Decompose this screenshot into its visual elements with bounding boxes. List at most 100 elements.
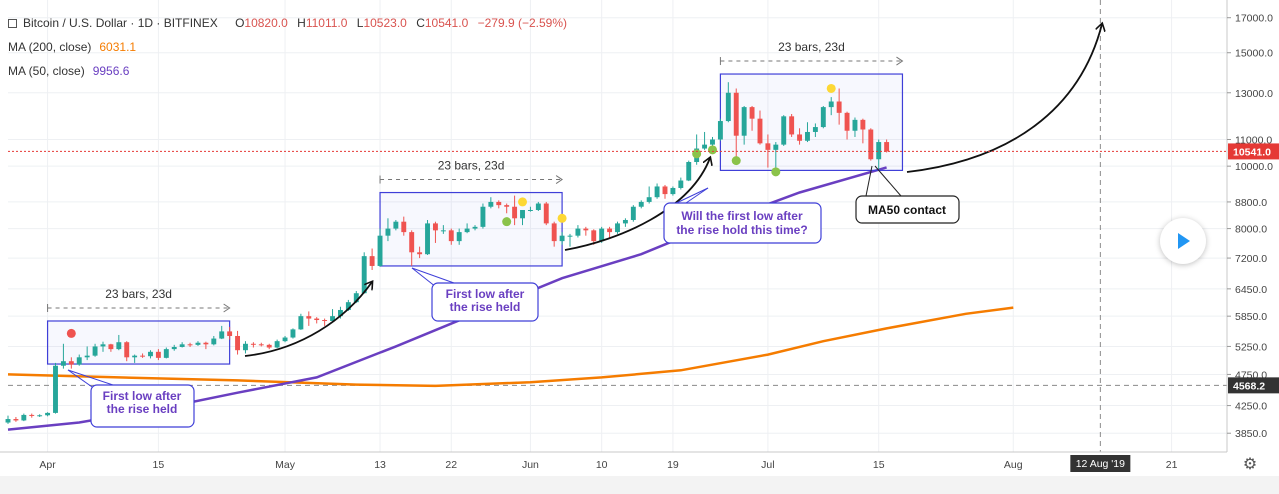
candle-body: [148, 351, 153, 357]
candle-body: [456, 232, 462, 242]
candle-body: [258, 344, 264, 346]
time-tick-label: Aug: [1004, 459, 1023, 471]
candle-body: [717, 121, 723, 140]
candle-body: [432, 223, 438, 231]
candle-body: [37, 415, 43, 417]
candle-body: [108, 344, 114, 350]
candle-body: [345, 302, 351, 311]
ma50-legend[interactable]: MA (50, close) 9956.6: [8, 62, 573, 86]
candle: [124, 341, 130, 362]
candle-body: [448, 230, 454, 242]
candle: [235, 330, 241, 355]
candle: [440, 225, 446, 234]
replay-button[interactable]: [1160, 218, 1206, 264]
candle-body: [282, 337, 288, 342]
candle-body: [527, 209, 533, 211]
candle: [171, 344, 177, 351]
candle-body: [132, 355, 138, 358]
candle: [211, 335, 217, 346]
price-tick-label: 6450.0: [1235, 284, 1267, 296]
candle-body: [630, 206, 636, 220]
candle-body: [155, 351, 161, 358]
signal-markers: [66, 83, 836, 338]
candle: [733, 88, 739, 158]
candle: [298, 313, 304, 330]
ma200-line: [7, 306, 1014, 388]
candle: [306, 311, 312, 326]
high-label: H: [297, 16, 306, 30]
ma200-label: MA (200, close): [8, 40, 92, 54]
candle: [860, 118, 866, 144]
candle-body: [203, 342, 209, 345]
bottom-toolbar: [0, 476, 1279, 494]
candle: [868, 128, 874, 161]
candle: [654, 183, 660, 199]
time-axis[interactable]: Apr 15 May 13 22 Jun 10 19 Jul 15 Aug 21 12 Aug '19: [0, 451, 1227, 472]
price-tick-label: 8800.0: [1235, 197, 1267, 209]
candle-body: [353, 293, 359, 303]
candle: [852, 117, 858, 137]
current-price-badge-bg: [1228, 143, 1279, 160]
candle: [425, 219, 430, 255]
candle: [749, 105, 755, 131]
candle: [385, 218, 391, 242]
price-tick-label: 5850.0: [1235, 311, 1267, 323]
candle-body: [13, 419, 19, 421]
candle: [219, 325, 225, 340]
candle-body: [733, 92, 739, 136]
range-boxes: 23 bars, 23d 23 bars, 23d 23 bars, 23d: [46, 40, 904, 365]
candle-body: [670, 187, 676, 195]
candle-body: [60, 361, 66, 366]
square-icon[interactable]: [8, 19, 17, 28]
candle-body: [757, 118, 763, 144]
candle: [646, 186, 652, 204]
candle: [622, 218, 628, 227]
signal-dot: [707, 145, 717, 155]
candle: [456, 228, 462, 245]
candle-body: [520, 209, 525, 219]
candle-body: [559, 235, 565, 242]
candle-body: [654, 186, 660, 198]
candle-body: [409, 232, 415, 253]
signal-dot: [692, 149, 702, 159]
symbol-row: Bitcoin / U.S. Dollar · 1D · BITFINEX O1…: [8, 14, 573, 38]
price-axis[interactable]: 17000.015000.013000.011000.010000.08800.…: [1226, 0, 1279, 452]
candle-body: [243, 343, 248, 351]
time-tick-label: May: [275, 459, 296, 471]
candle-body: [464, 228, 470, 233]
price-tick-label: 17000.0: [1235, 13, 1273, 25]
range-label: 23 bars, 23d: [778, 40, 845, 54]
candle-body: [219, 331, 225, 339]
candle-body: [591, 230, 597, 242]
candle: [258, 342, 264, 347]
gear-icon[interactable]: ⚙: [1242, 454, 1258, 473]
candle: [717, 118, 723, 141]
callout-box: [90, 384, 195, 428]
candle-body: [812, 127, 818, 132]
candle-body: [765, 143, 771, 150]
callout-pointer: [411, 267, 455, 284]
candle-body: [805, 131, 810, 141]
candle-body: [179, 344, 185, 347]
price-tick-label: 15000.0: [1235, 48, 1273, 60]
signal-dot: [731, 156, 741, 166]
candle: [243, 341, 248, 354]
candle: [155, 349, 161, 361]
range-label: 23 bars, 23d: [438, 159, 505, 173]
candle-body: [678, 180, 684, 188]
price-axis-bg: [1227, 0, 1279, 452]
candle-body: [567, 235, 573, 237]
candle: [844, 111, 850, 140]
candle-body: [797, 134, 803, 141]
price-tick-label: 7200.0: [1235, 253, 1267, 265]
time-tick-label: 15: [873, 459, 885, 471]
candle: [638, 200, 644, 209]
candle: [527, 206, 533, 212]
open-label: O: [235, 16, 245, 30]
candle: [725, 82, 731, 123]
candle-body: [187, 344, 193, 346]
candle: [132, 354, 138, 363]
ma200-legend[interactable]: MA (200, close) 6031.1: [8, 38, 573, 62]
